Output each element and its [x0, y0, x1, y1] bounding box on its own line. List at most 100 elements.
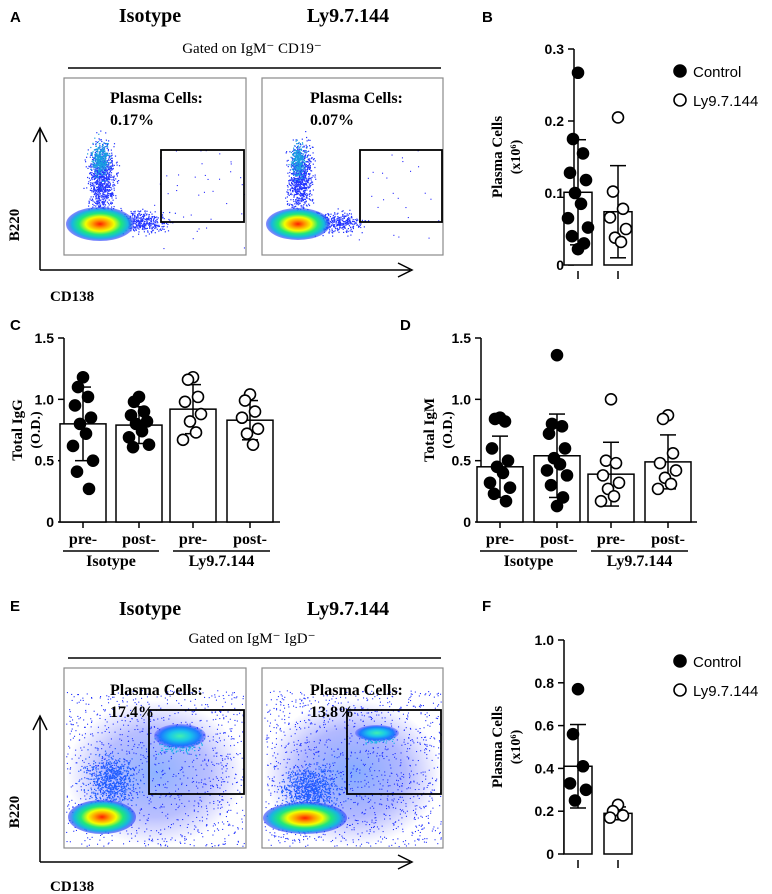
- density-dot: [129, 760, 131, 762]
- panel-a-x-axis-label: CD138: [50, 289, 94, 305]
- density-dot: [297, 153, 299, 155]
- density-dot: [117, 785, 119, 787]
- density-dot: [302, 175, 304, 177]
- density-dot: [100, 184, 102, 186]
- density-dot: [105, 163, 107, 165]
- density-dot: [294, 181, 296, 183]
- density-dot: [96, 132, 98, 134]
- density-dot: [98, 183, 100, 185]
- panel-e-letter: E: [10, 598, 20, 615]
- density-dot: [293, 171, 295, 173]
- density-dot: [113, 189, 115, 191]
- density-dot: [143, 794, 145, 796]
- density-dot: [199, 720, 201, 722]
- density-dot: [95, 194, 97, 196]
- density-dot: [190, 700, 192, 702]
- density-dot: [302, 180, 304, 182]
- density-dot: [96, 777, 98, 779]
- density-dot: [298, 159, 300, 161]
- density-dot: [297, 184, 299, 186]
- density-dot: [107, 158, 110, 160]
- density-dot: [146, 220, 148, 222]
- density-dot: [142, 208, 144, 210]
- density-dot: [313, 202, 315, 204]
- density-dot: [338, 231, 340, 233]
- density-dot: [167, 691, 169, 693]
- density-dot: [110, 174, 112, 176]
- density-dot: [290, 177, 293, 179]
- density-dot: [110, 193, 113, 195]
- density-dot: [123, 766, 125, 768]
- density-dot: [121, 763, 123, 765]
- density-dot: [297, 146, 299, 148]
- density-dot: [99, 167, 101, 169]
- density-dot: [332, 216, 334, 218]
- density-dot: [290, 165, 292, 167]
- density-dot: [93, 782, 96, 784]
- density-dot: [103, 167, 105, 170]
- density-dot: [302, 199, 304, 201]
- density-dot: [121, 739, 123, 741]
- density-dot: [305, 171, 307, 173]
- density-dot: [296, 175, 298, 177]
- density-dot: [100, 170, 102, 172]
- density-dot: [201, 163, 203, 165]
- density-dot: [121, 793, 124, 795]
- density-dot: [197, 802, 199, 804]
- density-dot: [226, 203, 228, 205]
- density-dot: [129, 721, 131, 723]
- density-dot: [136, 783, 139, 785]
- density-dot: [101, 732, 103, 734]
- density-dot: [158, 224, 160, 226]
- density-dot: [299, 180, 301, 182]
- density-dot: [102, 172, 104, 174]
- density-dot: [287, 203, 289, 205]
- density-dot: [118, 781, 120, 783]
- density-dot: [328, 218, 330, 220]
- density-dot: [364, 220, 367, 222]
- density-dot: [353, 221, 356, 223]
- density-dot: [201, 726, 203, 728]
- density-dot: [99, 740, 101, 742]
- density-dot: [109, 788, 111, 790]
- density-dot: [236, 843, 238, 845]
- density-dot: [297, 167, 299, 169]
- density-dot: [301, 195, 303, 197]
- density-dot: [294, 155, 296, 157]
- density-dot: [239, 735, 241, 737]
- density-dot: [217, 690, 219, 692]
- density-dot: [312, 175, 314, 177]
- density-dot: [156, 696, 158, 698]
- density-dot: [116, 782, 118, 784]
- density-dot: [91, 154, 93, 156]
- density-dot: [142, 214, 144, 216]
- density-dot: [161, 747, 163, 750]
- density-dot: [98, 148, 100, 150]
- density-dot: [107, 150, 109, 152]
- density-dot: [205, 763, 207, 765]
- density-dot: [129, 781, 131, 783]
- density-dot: [134, 223, 136, 225]
- density-dot: [181, 784, 183, 786]
- density-dot: [302, 188, 304, 190]
- density-dot: [140, 704, 142, 706]
- density-dot: [153, 726, 155, 728]
- density-dot: [162, 212, 164, 214]
- density-dot: [131, 799, 133, 802]
- density-dot: [104, 206, 106, 208]
- density-dot: [142, 216, 144, 218]
- density-dot: [298, 191, 300, 193]
- density-dot: [107, 166, 109, 168]
- density-dot: [99, 177, 101, 179]
- density-dot: [132, 797, 134, 799]
- density-dot: [181, 836, 183, 838]
- density-dot: [70, 723, 72, 725]
- density-dot: [164, 697, 166, 699]
- density-dot: [94, 185, 96, 187]
- density-dot: [118, 165, 121, 167]
- density-dot: [182, 771, 184, 773]
- density-dot: [66, 762, 68, 764]
- density-dot: [77, 725, 79, 727]
- density-dot: [105, 786, 107, 788]
- density-dot: [110, 149, 112, 151]
